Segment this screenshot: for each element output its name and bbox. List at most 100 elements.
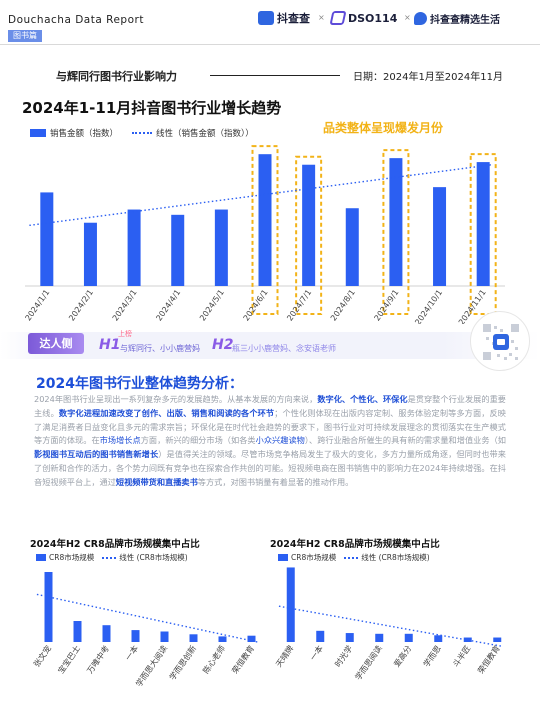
- analysis-highlight: 小众兴趣读物: [255, 435, 305, 446]
- legend-bar-label: 销售金额（指数）: [50, 129, 119, 139]
- bar: [375, 633, 384, 642]
- left-chart-title: 2024年H2 CR8品牌市场规模集中占比: [30, 539, 200, 550]
- bar: [83, 222, 97, 286]
- h1-rank-label: 上榜: [118, 330, 132, 338]
- x-tick-label: 学而思: [421, 643, 443, 668]
- qr-code-icon: [470, 311, 530, 371]
- bar: [286, 567, 295, 642]
- x-tick-label: 2024/6/1: [242, 288, 270, 323]
- analysis-text: ）是值得关注的领域。尽管市场竞争格局发生了极大的变化，多方力量所成角逐，但同时也…: [34, 449, 506, 487]
- h2-label: H2: [212, 337, 234, 353]
- x-tick-label: 2024/7/1: [285, 288, 313, 323]
- bar: [127, 209, 141, 286]
- highlight-box: [469, 153, 497, 315]
- bar: [434, 635, 443, 642]
- influence-title: 与辉同行图书行业影响力: [56, 70, 177, 83]
- x-tick-label: 斗半匠: [450, 643, 472, 668]
- x-tick-label: 爱高分: [391, 643, 413, 668]
- x-tick-label: 2024/1/1: [23, 288, 51, 323]
- x-tick-label: 2024/8/1: [329, 288, 357, 323]
- analysis-text: 是贯穿整个行业发展的重要主线。: [34, 394, 506, 418]
- x-tick-label: 陈心老师: [201, 643, 228, 675]
- talent-tag: 达人侧: [28, 333, 84, 354]
- main-trend-chart: 2024/1/1 2024/2/1 2024/3/1 2024/4/1 2024/5/1…: [23, 145, 505, 324]
- bar: [345, 633, 354, 642]
- x-tick-label: 2024/4/1: [154, 288, 182, 323]
- douchacha-logo-text: 抖查查: [277, 12, 310, 25]
- legend-line-label: 线性 (CR8市场规模): [361, 553, 430, 562]
- dso114-logo: DSO114: [329, 10, 397, 26]
- bar: [493, 637, 502, 642]
- analysis-highlight: 短视频带货和直播卖书: [115, 476, 198, 487]
- legend-bar-label: CR8市场规模: [49, 553, 95, 562]
- x-tick-label: 天晴牌: [273, 643, 295, 668]
- x-tick-label: 张文宠: [31, 643, 53, 668]
- analysis-text: ；个性化则体现在出版内容定制、服务体验定制等多方面，反映了满足消费者日益变化且多…: [34, 407, 506, 446]
- date-range: 日期：2024年1月至2024年11月: [353, 72, 503, 83]
- x-tick-label: 万唯中考: [85, 643, 112, 675]
- legend-line-swatch: [102, 556, 117, 559]
- x-tick-label: 2024/3/1: [111, 288, 139, 323]
- bar: [404, 633, 413, 642]
- x-tick-label: 学而思阅读: [353, 643, 384, 682]
- bar: [433, 187, 447, 286]
- legend-line-swatch: [344, 556, 359, 559]
- talent-band: [0, 332, 540, 359]
- trendline: [36, 593, 258, 643]
- bar: [214, 209, 228, 286]
- bar: [463, 637, 472, 642]
- analysis-highlight: 市场增长点: [99, 435, 141, 446]
- analysis-text: 方面，新兴的细分市场（如各类: [140, 435, 256, 446]
- bar: [302, 164, 316, 286]
- analysis-text: 2024年图书行业呈现出一系列复杂多元的发展趋势。从基本发展的方向来说，: [34, 394, 318, 404]
- logo-separator: ×: [404, 13, 411, 22]
- influence-title-rule: [210, 75, 340, 76]
- analysis-highlight: 数字化、个性化、环保化: [317, 394, 408, 404]
- x-tick-label: 2024/2/1: [67, 288, 95, 323]
- bar: [102, 625, 111, 642]
- main-chart-legend: 销售金额（指数） 线性（销售金额（指数））: [30, 127, 254, 139]
- h1-names: 与辉同行、小小鹿营妈: [120, 344, 200, 353]
- h1-label: H1: [99, 337, 121, 353]
- x-tick-label: 一本: [308, 643, 325, 662]
- bar: [247, 635, 256, 642]
- x-tick-label: 宝宝巴士: [56, 643, 83, 675]
- bar: [389, 158, 403, 286]
- left-chart-legend: CR8市场规模 线性 (CR8市场规模): [36, 552, 188, 563]
- legend-line-label: 线性 (CR8市场规模): [119, 553, 188, 562]
- bar: [189, 634, 198, 642]
- douchacha-logo: 抖查查: [258, 10, 310, 26]
- legend-bar-swatch: [30, 129, 46, 137]
- right-cr8-chart: 天晴牌 一本 时光学 学而思阅读 爱高分 学而思 斗半匠 荣恒教育: [273, 567, 504, 682]
- bar: [73, 621, 82, 642]
- bar: [131, 630, 140, 642]
- analysis-text: ）、跨行业融合所催生的具有新的需求量和增值业务（如: [304, 435, 506, 446]
- highlight-box: [251, 145, 279, 315]
- header-divider: [0, 44, 540, 45]
- bar: [171, 214, 185, 286]
- bar: [476, 162, 490, 286]
- x-tick-label: 荣恒教育: [475, 643, 502, 675]
- legend-line-label: 线性（销售金额（指数））: [156, 129, 254, 139]
- highlight-note: 品类整体呈现爆发月份: [323, 121, 444, 135]
- legend-bar-swatch: [278, 554, 288, 561]
- x-tick-label: 2024/5/1: [198, 288, 226, 323]
- analysis-paragraph: 2024年图书行业呈现出一系列复杂多元的发展趋势。从基本发展的方向来说，数字化、…: [34, 393, 506, 490]
- bar: [258, 154, 272, 286]
- dso114-logo-icon: [329, 11, 347, 25]
- jingxuan-logo-icon: [414, 11, 427, 25]
- analysis-title: 2024年图书行业整体趋势分析：: [36, 376, 243, 392]
- x-tick-label: 时光学: [332, 643, 354, 668]
- bar: [345, 208, 359, 286]
- main-chart-title: 2024年1-11月抖音图书行业增长趋势: [22, 99, 282, 117]
- report-brand-title: Douchacha Data Report: [8, 14, 144, 26]
- bar: [316, 630, 325, 642]
- x-tick-label: 荣恒教育: [230, 643, 257, 675]
- legend-line-swatch: [132, 132, 153, 134]
- analysis-highlight: 影视图书互动后的图书销售新增长: [34, 449, 159, 460]
- trendline: [29, 164, 493, 227]
- right-chart-title: 2024年H2 CR8品牌市场规模集中占比: [270, 539, 440, 550]
- section-tag: 图书篇: [8, 30, 42, 42]
- x-tick-label: 一本: [123, 643, 140, 662]
